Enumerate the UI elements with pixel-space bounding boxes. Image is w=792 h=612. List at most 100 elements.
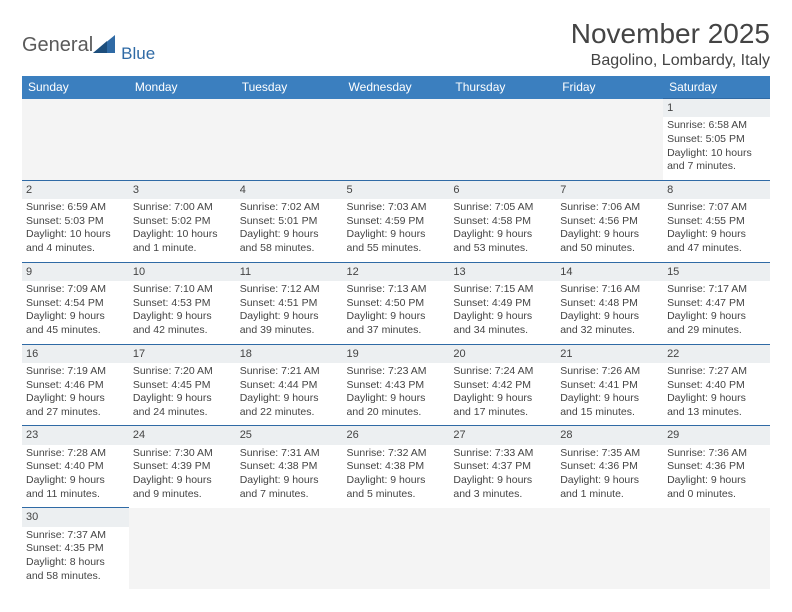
- sunset: Sunset: 4:38 PM: [240, 460, 339, 474]
- day-cell: 10Sunrise: 7:10 AMSunset: 4:53 PMDayligh…: [129, 262, 236, 344]
- day-info: Sunrise: 7:35 AMSunset: 4:36 PMDaylight:…: [560, 447, 659, 502]
- day-cell: 12 Sunrise: 7:13 AMSunset: 4:50 PMDayligh…: [343, 262, 450, 344]
- day-info: Sunrise: 7:05 AMSunset: 4:58 PMDaylight:…: [453, 201, 552, 256]
- day-number: 24: [129, 426, 236, 444]
- daylight: Daylight: 9 hours and 55 minutes.: [347, 228, 446, 255]
- daylight: Daylight: 9 hours and 24 minutes.: [133, 392, 232, 419]
- sunrise: Sunrise: 7:33 AM: [453, 447, 552, 461]
- daylight: Daylight: 9 hours and 29 minutes.: [667, 310, 766, 337]
- calendar-table: SundayMondayTuesdayWednesdayThursdayFrid…: [22, 76, 770, 589]
- sunset: Sunset: 5:01 PM: [240, 215, 339, 229]
- sunrise: Sunrise: 7:28 AM: [26, 447, 125, 461]
- day-number: 21: [556, 345, 663, 363]
- day-number: 14: [556, 263, 663, 281]
- day-number: 27: [449, 426, 556, 444]
- day-number: 13: [449, 263, 556, 281]
- day-number: 20: [449, 345, 556, 363]
- sunrise: Sunrise: 7:24 AM: [453, 365, 552, 379]
- sunrise: Sunrise: 7:17 AM: [667, 283, 766, 297]
- day-cell: 21 Sunrise: 7:26 AMSunset: 4:41 PMDayligh…: [556, 344, 663, 426]
- day-cell: 29Sunrise: 7:36 AMSunset: 4:36 PMDayligh…: [663, 426, 770, 508]
- sunset: Sunset: 4:58 PM: [453, 215, 552, 229]
- sunset: Sunset: 4:42 PM: [453, 379, 552, 393]
- sunset: Sunset: 4:47 PM: [667, 297, 766, 311]
- daylight: Daylight: 9 hours and 37 minutes.: [347, 310, 446, 337]
- day-info: Sunrise: 7:12 AMSunset: 4:51 PMDaylight:…: [240, 283, 339, 338]
- day-cell: 8Sunrise: 7:07 AMSunset: 4:55 PMDaylight…: [663, 180, 770, 262]
- sunrise: Sunrise: 7:37 AM: [26, 529, 125, 543]
- daylight: Daylight: 10 hours and 4 minutes.: [26, 228, 125, 255]
- empty-cell: [556, 508, 663, 589]
- day-info: Sunrise: 7:30 AMSunset: 4:39 PMDaylight:…: [133, 447, 232, 502]
- title-block: November 2025 Bagolino, Lombardy, Italy: [571, 18, 770, 70]
- empty-cell: [663, 508, 770, 589]
- day-cell: 17Sunrise: 7:20 AMSunset: 4:45 PMDayligh…: [129, 344, 236, 426]
- day-cell: 19 Sunrise: 7:23 AMSunset: 4:43 PMDayligh…: [343, 344, 450, 426]
- day-header: Friday: [556, 76, 663, 99]
- day-info: Sunrise: 7:13 AMSunset: 4:50 PMDaylight:…: [347, 283, 446, 338]
- day-info: Sunrise: 7:23 AMSunset: 4:43 PMDaylight:…: [347, 365, 446, 420]
- day-info: Sunrise: 7:28 AMSunset: 4:40 PMDaylight:…: [26, 447, 125, 502]
- day-cell: 15Sunrise: 7:17 AMSunset: 4:47 PMDayligh…: [663, 262, 770, 344]
- day-info: Sunrise: 7:31 AMSunset: 4:38 PMDaylight:…: [240, 447, 339, 502]
- sunset: Sunset: 4:49 PM: [453, 297, 552, 311]
- sunrise: Sunrise: 7:26 AM: [560, 365, 659, 379]
- day-info: Sunrise: 7:10 AMSunset: 4:53 PMDaylight:…: [133, 283, 232, 338]
- sunrise: Sunrise: 7:05 AM: [453, 201, 552, 215]
- day-info: Sunrise: 6:58 AMSunset: 5:05 PMDaylight:…: [667, 119, 766, 174]
- day-cell: 2Sunrise: 6:59 AMSunset: 5:03 PMDaylight…: [22, 180, 129, 262]
- sunrise: Sunrise: 7:32 AM: [347, 447, 446, 461]
- day-number: 4: [236, 181, 343, 199]
- logo-general: General: [22, 34, 93, 57]
- daylight: Daylight: 10 hours and 1 minute.: [133, 228, 232, 255]
- sunrise: Sunrise: 7:09 AM: [26, 283, 125, 297]
- day-header-row: SundayMondayTuesdayWednesdayThursdayFrid…: [22, 76, 770, 99]
- sunset: Sunset: 4:36 PM: [667, 460, 766, 474]
- day-number: 26: [343, 426, 450, 444]
- day-cell: 3Sunrise: 7:00 AMSunset: 5:02 PMDaylight…: [129, 180, 236, 262]
- day-info: Sunrise: 7:15 AMSunset: 4:49 PMDaylight:…: [453, 283, 552, 338]
- day-number: 30: [22, 508, 129, 526]
- day-info: Sunrise: 7:03 AMSunset: 4:59 PMDaylight:…: [347, 201, 446, 256]
- sunrise: Sunrise: 7:16 AM: [560, 283, 659, 297]
- daylight: Daylight: 9 hours and 34 minutes.: [453, 310, 552, 337]
- day-header: Tuesday: [236, 76, 343, 99]
- day-number: 2: [22, 181, 129, 199]
- daylight: Daylight: 9 hours and 32 minutes.: [560, 310, 659, 337]
- sunset: Sunset: 4:43 PM: [347, 379, 446, 393]
- day-cell: 30Sunrise: 7:37 AMSunset: 4:35 PMDayligh…: [22, 508, 129, 589]
- daylight: Daylight: 9 hours and 42 minutes.: [133, 310, 232, 337]
- day-number: 7: [556, 181, 663, 199]
- day-number: 17: [129, 345, 236, 363]
- month-title: November 2025: [571, 18, 770, 50]
- day-info: Sunrise: 7:19 AMSunset: 4:46 PMDaylight:…: [26, 365, 125, 420]
- week-row: 30Sunrise: 7:37 AMSunset: 4:35 PMDayligh…: [22, 508, 770, 589]
- day-number: 28: [556, 426, 663, 444]
- day-number: 23: [22, 426, 129, 444]
- daylight: Daylight: 9 hours and 50 minutes.: [560, 228, 659, 255]
- sunset: Sunset: 4:54 PM: [26, 297, 125, 311]
- logo-blue: Blue: [121, 44, 155, 64]
- day-number: 19: [343, 345, 450, 363]
- day-header: Wednesday: [343, 76, 450, 99]
- daylight: Daylight: 9 hours and 17 minutes.: [453, 392, 552, 419]
- day-number: 22: [663, 345, 770, 363]
- day-cell: 6Sunrise: 7:05 AMSunset: 4:58 PMDaylight…: [449, 180, 556, 262]
- day-info: Sunrise: 7:09 AMSunset: 4:54 PMDaylight:…: [26, 283, 125, 338]
- day-cell: 25Sunrise: 7:31 AMSunset: 4:38 PMDayligh…: [236, 426, 343, 508]
- daylight: Daylight: 9 hours and 7 minutes.: [240, 474, 339, 501]
- logo: General Blue: [22, 26, 155, 64]
- daylight: Daylight: 9 hours and 11 minutes.: [26, 474, 125, 501]
- header: General Blue November 2025 Bagolino, Lom…: [22, 18, 770, 70]
- sunrise: Sunrise: 7:13 AM: [347, 283, 446, 297]
- sunset: Sunset: 5:02 PM: [133, 215, 232, 229]
- week-row: 16Sunrise: 7:19 AMSunset: 4:46 PMDayligh…: [22, 344, 770, 426]
- day-number: 12: [343, 263, 450, 281]
- day-info: Sunrise: 7:00 AMSunset: 5:02 PMDaylight:…: [133, 201, 232, 256]
- day-info: Sunrise: 7:06 AMSunset: 4:56 PMDaylight:…: [560, 201, 659, 256]
- day-info: Sunrise: 7:26 AMSunset: 4:41 PMDaylight:…: [560, 365, 659, 420]
- day-cell: 14Sunrise: 7:16 AMSunset: 4:48 PMDayligh…: [556, 262, 663, 344]
- day-number: 5: [343, 181, 450, 199]
- empty-cell: [449, 99, 556, 181]
- sunset: Sunset: 4:36 PM: [560, 460, 659, 474]
